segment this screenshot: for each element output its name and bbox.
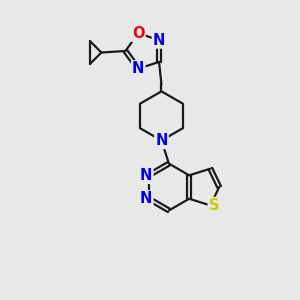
Text: N: N bbox=[155, 133, 168, 148]
Text: N: N bbox=[132, 61, 144, 76]
Text: N: N bbox=[153, 33, 165, 48]
Text: N: N bbox=[140, 168, 152, 183]
Text: O: O bbox=[132, 26, 145, 41]
Text: N: N bbox=[140, 191, 152, 206]
Text: S: S bbox=[209, 198, 219, 213]
